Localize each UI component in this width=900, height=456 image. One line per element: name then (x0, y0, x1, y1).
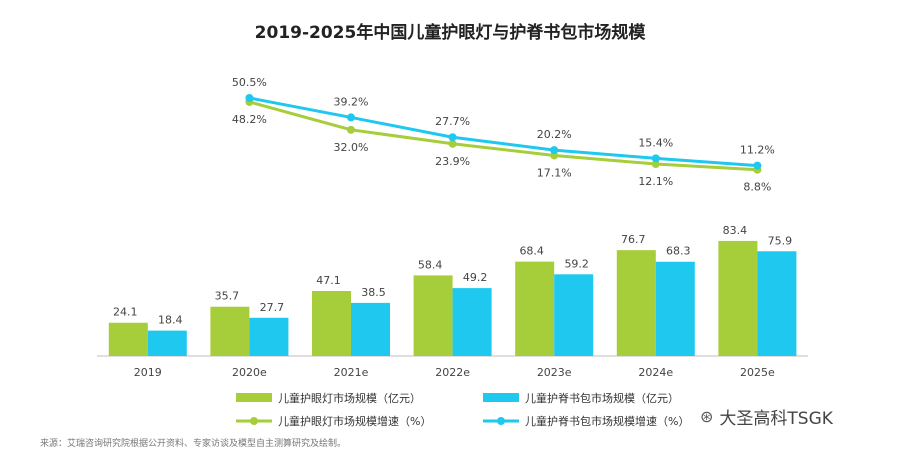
x-tick-2022e: 2022e (435, 366, 470, 379)
point-backpack-2024e (651, 154, 660, 163)
line-lamp-growth (249, 100, 758, 172)
bar-label-lamp-2019: 24.1 (113, 306, 138, 319)
bar-lamp-2025e (718, 240, 758, 356)
point-backpack-2023e (550, 146, 559, 155)
bar-lamp-2024e (616, 250, 656, 356)
legend-marker-3 (497, 417, 505, 425)
point-label-backpack-2024e: 15.4% (638, 136, 673, 149)
bar-lamp-2019 (108, 322, 148, 356)
bar-label-backpack-2025e: 75.9 (768, 234, 793, 247)
point-label-backpack-2023e: 20.2% (537, 128, 572, 141)
legend-label-0: 儿童护眼灯市场规模（亿元） (278, 391, 421, 405)
legend-swatch-0 (236, 393, 272, 402)
point-backpack-2021e (347, 113, 355, 122)
bar-label-backpack-2022e: 49.2 (463, 271, 488, 284)
x-tick-2023e: 2023e (537, 366, 572, 379)
x-tick-2020e: 2020e (232, 366, 267, 379)
legend-label-3: 儿童护脊书包市场规模增速（%） (525, 414, 689, 428)
bar-label-backpack-2021e: 38.5 (361, 286, 386, 299)
bar-backpack-2019 (147, 330, 187, 356)
source-note: 来源：艾瑞咨询研究院根据公开资料、专家访谈及模型自主测算研究及绘制。 (40, 439, 347, 449)
x-tick-2024e: 2024e (638, 366, 673, 379)
bar-lamp-2021e (312, 291, 351, 356)
point-backpack-2025e (753, 161, 762, 170)
point-label-lamp-2025e: 8.8% (743, 181, 771, 194)
lines-group: 48.2% 32.0% 23.9% 17.1% 12.1% 8.8% 50.5% 39.2% 2… (232, 76, 775, 194)
bars-group: 24.1 18.4 35.7 27.7 47.1 38.5 58.4 49.2 68.4 59.2… (108, 224, 797, 356)
bar-label-backpack-2024e: 68.3 (666, 245, 691, 258)
line-backpack-growth (249, 96, 758, 168)
x-tick-2019: 2019 (134, 366, 162, 379)
point-lamp-2024e (651, 160, 660, 169)
bar-backpack-2021e (351, 302, 390, 356)
bar-label-lamp-2020e: 35.7 (215, 290, 240, 303)
x-tick-2025e: 2025e (740, 366, 775, 379)
point-backpack-2020e (245, 94, 254, 102)
bar-lamp-2020e (210, 306, 250, 356)
bar-label-lamp-2025e: 83.4 (723, 224, 748, 237)
legend-marker-2 (250, 417, 258, 425)
chart-title: 2019-2025年中国儿童护眼灯与护脊书包市场规模 (254, 23, 646, 43)
bar-lamp-2022e (413, 275, 453, 356)
legend: 儿童护眼灯市场规模（亿元） 儿童护脊书包市场规模（亿元） 儿童护眼灯市场规模增速（%… (236, 391, 689, 428)
bar-label-lamp-2024e: 76.7 (621, 233, 646, 246)
bar-label-lamp-2021e: 47.1 (316, 274, 341, 287)
point-label-lamp-2023e: 17.1% (537, 166, 572, 179)
bar-backpack-2025e (757, 251, 797, 356)
bar-backpack-2023e (554, 274, 594, 356)
point-lamp-2022e (448, 139, 457, 148)
bar-lamp-2023e (515, 261, 555, 356)
watermark: ⊛ 大圣高科TSGK (700, 404, 833, 429)
point-label-lamp-2021e: 32.0% (334, 141, 369, 154)
bar-label-backpack-2023e: 59.2 (564, 257, 589, 270)
bar-label-lamp-2022e: 58.4 (418, 258, 443, 271)
bar-backpack-2022e (452, 288, 492, 356)
bar-label-backpack-2019: 18.4 (158, 314, 183, 327)
legend-swatch-1 (483, 393, 519, 402)
x-tick-labels: 2019 2020e 2021e 2022e 2023e 2024e 2025e (134, 366, 775, 379)
point-backpack-2022e (448, 133, 457, 142)
legend-label-2: 儿童护眼灯市场规模增速（%） (278, 414, 431, 428)
bar-backpack-2024e (655, 261, 695, 356)
point-label-backpack-2025e: 11.2% (740, 144, 775, 157)
legend-label-1: 儿童护脊书包市场规模（亿元） (525, 391, 679, 405)
point-label-backpack-2021e: 39.2% (334, 95, 369, 108)
watermark-text: 大圣高科TSGK (719, 409, 833, 429)
bar-backpack-2020e (249, 317, 289, 356)
x-tick-2021e: 2021e (334, 366, 369, 379)
bar-label-lamp-2023e: 68.4 (519, 245, 544, 258)
point-label-lamp-2020e: 48.2% (232, 113, 267, 126)
wechat-icon: ⊛ (700, 407, 714, 426)
point-label-lamp-2022e: 23.9% (435, 155, 470, 168)
point-label-backpack-2022e: 27.7% (435, 115, 470, 128)
point-label-backpack-2020e: 50.5% (232, 76, 267, 89)
bar-label-backpack-2020e: 27.7 (260, 301, 285, 314)
point-label-lamp-2024e: 12.1% (638, 175, 673, 188)
point-lamp-2021e (347, 125, 355, 134)
